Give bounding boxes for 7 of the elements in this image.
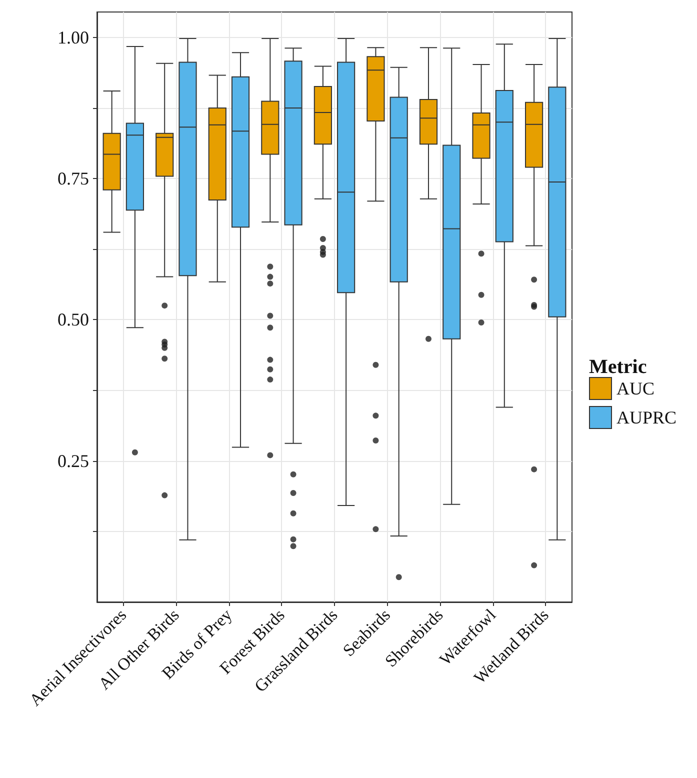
y-tick-label: 1.00 <box>58 27 89 48</box>
y-tick-label: 0.50 <box>58 310 89 330</box>
y-tick-label: 0.25 <box>58 450 89 471</box>
legend-label: AUPRC <box>616 408 677 428</box>
legend-label: AUC <box>616 378 655 398</box>
legend-title: Metric <box>589 356 647 378</box>
y-tick-label: 0.75 <box>58 168 89 189</box>
